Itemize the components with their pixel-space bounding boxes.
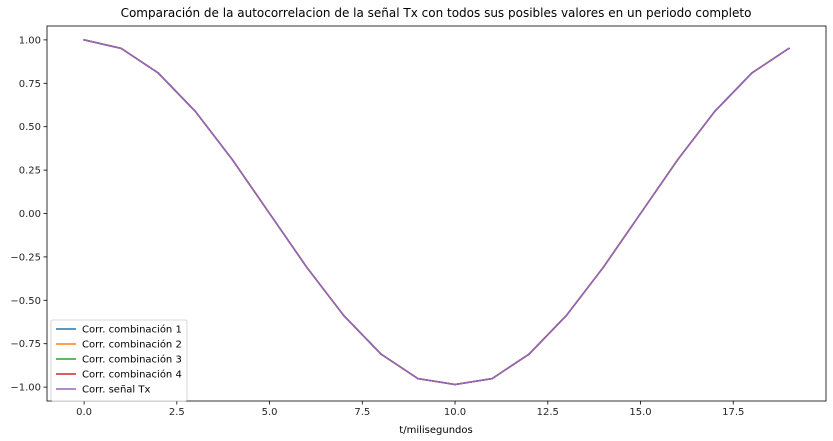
legend-box <box>50 319 188 402</box>
y-tick-label: 1.00 <box>19 35 41 46</box>
x-tick-label: 7.5 <box>354 407 370 418</box>
data-point <box>639 212 642 215</box>
data-point <box>565 314 568 317</box>
legend-label: Corr. combinación 1 <box>82 324 182 336</box>
y-tick-label: −0.75 <box>10 339 41 350</box>
legend-label: Corr. combinación 4 <box>82 369 182 381</box>
x-tick-label: 5.0 <box>262 407 278 418</box>
data-point <box>380 353 382 355</box>
x-tick-label: 12.5 <box>537 407 559 418</box>
series-layer <box>83 39 790 386</box>
data-point <box>491 377 493 380</box>
data-point <box>713 110 716 113</box>
legend: Corr. combinación 1 Corr. combinación 2 Co… <box>50 319 188 402</box>
y-tick-label: 0.00 <box>19 209 41 220</box>
data-point <box>342 314 345 317</box>
legend-label: Corr. señal Tx <box>82 385 150 396</box>
y-tick-label: 0.75 <box>19 79 41 90</box>
y-tick-label: 0.25 <box>19 166 41 177</box>
data-point <box>194 110 197 113</box>
x-tick-label: 17.5 <box>722 407 744 418</box>
y-axis: 1.00 0.75 0.50 0.25 0.00 −0.25 −0.50 −0.75 −1.00 <box>10 35 47 394</box>
data-point <box>751 72 753 74</box>
y-tick-label: 0.50 <box>19 122 41 133</box>
data-point <box>83 39 85 41</box>
y-tick-label: −1.00 <box>10 383 41 394</box>
chart-title: Comparación de la autocorrelacion de la … <box>121 6 752 20</box>
x-tick-label: 2.5 <box>169 407 185 418</box>
data-point <box>528 353 531 355</box>
y-tick-label: −0.25 <box>10 252 41 263</box>
legend-label: Corr. combinación 2 <box>82 339 182 351</box>
y-tick-label: −0.50 <box>10 296 41 307</box>
data-point <box>231 159 234 161</box>
data-point <box>454 383 456 386</box>
x-tick-label: 0.0 <box>76 407 92 418</box>
data-point <box>602 266 605 268</box>
x-axis-label: t/milisegundos <box>399 425 472 436</box>
data-point <box>676 159 679 161</box>
x-tick-label: 15.0 <box>629 407 651 418</box>
data-point <box>305 266 308 268</box>
series-5 <box>83 39 790 386</box>
x-axis: 0.0 2.5 5.0 7.5 10.0 12.5 15.0 17.5 <box>76 401 744 418</box>
data-point <box>788 47 790 50</box>
legend-label: Corr. combinación 3 <box>82 354 182 366</box>
data-point <box>157 72 160 74</box>
data-point <box>120 47 122 50</box>
data-point <box>417 377 419 380</box>
series-line-5 <box>83 39 790 386</box>
data-point <box>268 212 271 215</box>
x-tick-label: 10.0 <box>444 407 466 418</box>
